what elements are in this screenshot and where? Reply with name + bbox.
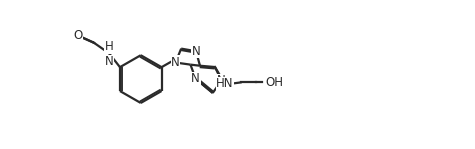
- Text: OH: OH: [266, 76, 284, 89]
- Text: HN: HN: [216, 77, 234, 90]
- Text: N: N: [192, 45, 200, 58]
- Text: O: O: [74, 29, 83, 42]
- Text: N: N: [191, 72, 200, 85]
- Text: N: N: [217, 74, 226, 87]
- Text: H: H: [104, 40, 114, 53]
- Text: N: N: [171, 56, 180, 69]
- Text: N: N: [104, 55, 114, 68]
